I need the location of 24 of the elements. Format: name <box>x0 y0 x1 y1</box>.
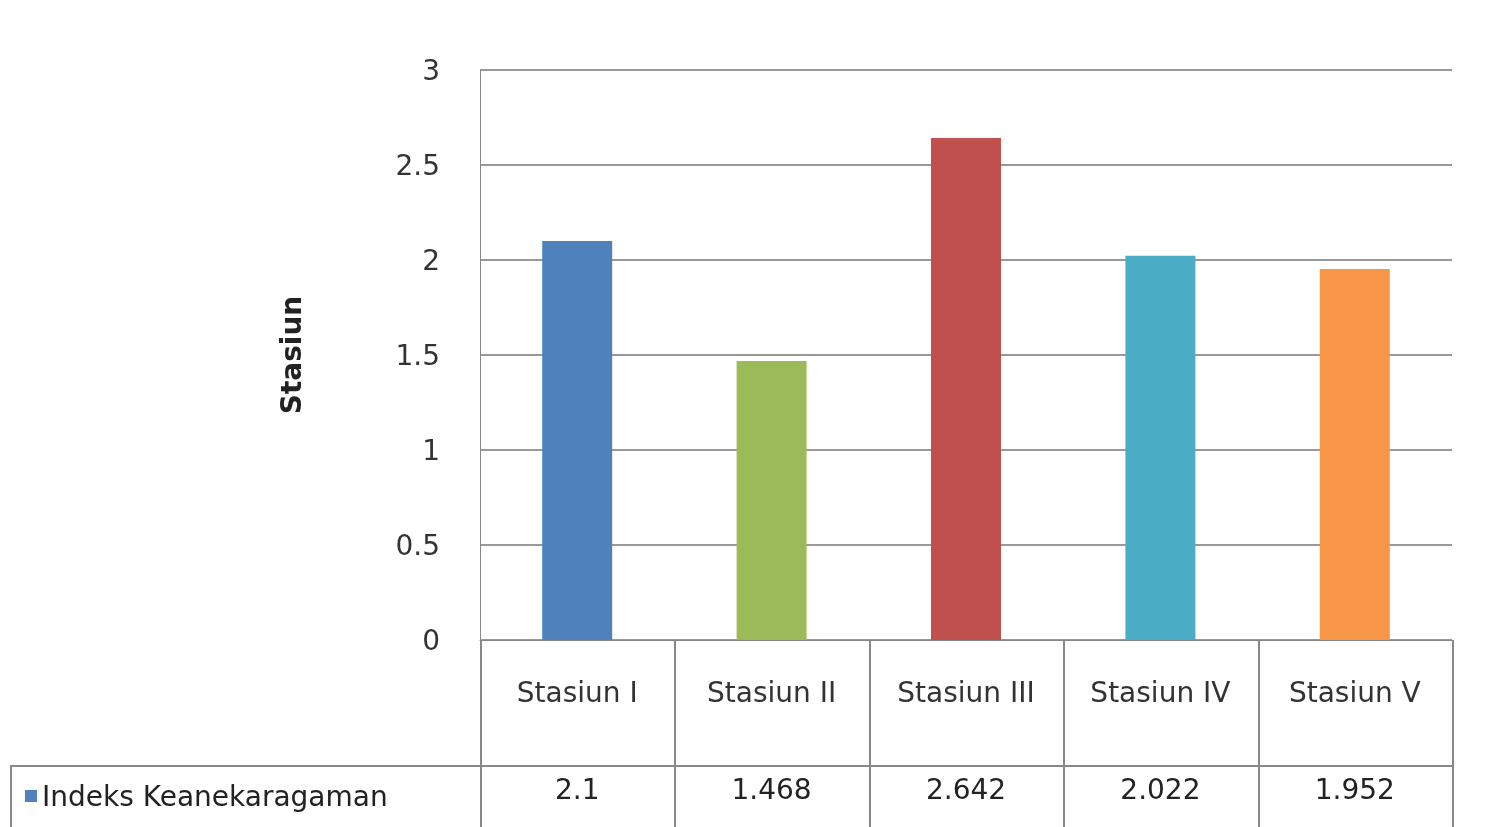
data-label: 1.468 <box>731 772 812 806</box>
y-tick-label: 0.5 <box>395 528 440 562</box>
legend-label: Indeks Keanekaragaman <box>42 779 388 813</box>
x-tick-label: Stasiun III <box>897 675 1035 709</box>
x-tick-label: Stasiun I <box>516 675 638 709</box>
y-tick-label: 1.5 <box>395 338 440 372</box>
bar <box>542 241 613 640</box>
x-tick-label: Stasiun IV <box>1090 675 1231 709</box>
bar <box>1319 269 1390 640</box>
y-tick-label: 1 <box>422 433 440 467</box>
y-axis-title: Stasiun <box>274 295 308 415</box>
data-label: 2.022 <box>1120 772 1201 806</box>
bar <box>1125 255 1196 640</box>
y-tick-label: 2 <box>422 243 440 277</box>
x-tick-label: Stasiun II <box>707 675 837 709</box>
bar <box>931 138 1001 640</box>
y-tick-label: 3 <box>422 53 440 87</box>
x-tick-label: Stasiun V <box>1288 675 1421 709</box>
data-label: 1.952 <box>1314 772 1395 806</box>
data-label: 2.1 <box>554 772 600 806</box>
y-tick-label: 0 <box>422 623 440 657</box>
bar <box>736 361 807 640</box>
data-label: 2.642 <box>925 772 1007 806</box>
y-tick-label: 2.5 <box>395 148 440 182</box>
